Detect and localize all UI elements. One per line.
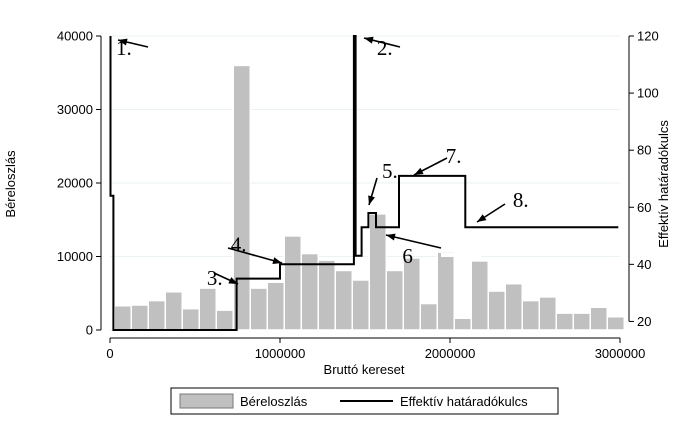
histogram-bar xyxy=(113,304,132,331)
histogram-bar xyxy=(181,307,200,331)
histogram-bar xyxy=(351,279,370,331)
tax-rate-line-path xyxy=(109,35,619,331)
x-tick-label: 0 xyxy=(106,346,113,361)
histogram-bar xyxy=(368,213,387,331)
left-y-tick-label: 20000 xyxy=(57,176,93,191)
histogram-bar xyxy=(470,260,489,331)
histogram-bar xyxy=(521,299,540,331)
annotation-arrowhead xyxy=(364,36,374,44)
x-axis-label: Bruttó kereset xyxy=(324,362,405,377)
histogram-bar xyxy=(487,290,506,331)
histogram-bar xyxy=(538,296,557,331)
legend-label-line: Effektív határadókulcs xyxy=(400,394,528,409)
annotation-label: 7. xyxy=(446,144,462,168)
right-y-tick-label: 40 xyxy=(637,257,651,272)
histogram-bar xyxy=(317,259,336,331)
label-mask xyxy=(441,253,481,257)
histogram-bar xyxy=(283,235,302,331)
right-y-tick-label: 20 xyxy=(637,314,651,329)
annotation-label: 4. xyxy=(231,232,247,256)
x-tick-label: 1000000 xyxy=(255,346,306,361)
axis-ticks: 0 1000000 2000000 3000000 0 10000 20000 30000 40… xyxy=(57,29,659,362)
left-y-tick-label: 40000 xyxy=(57,29,93,44)
left-y-tick-label: 30000 xyxy=(57,102,93,117)
histogram-bar xyxy=(232,64,251,331)
x-tick-label: 3000000 xyxy=(595,346,646,361)
left-y-tick-label: 0 xyxy=(86,323,93,338)
legend: Béreloszlás Effektív határadókulcs xyxy=(170,387,559,415)
annotation-arrowhead xyxy=(414,167,424,175)
histogram-bar xyxy=(198,287,217,331)
left-y-axis-label: Béreloszlás xyxy=(3,150,18,218)
annotation-arrow xyxy=(227,247,283,264)
annotation-label: 6 xyxy=(402,244,413,268)
right-y-tick-label: 60 xyxy=(637,200,651,215)
histogram-bar xyxy=(589,306,608,331)
histogram-bar xyxy=(555,312,574,331)
annotation-label: 8. xyxy=(513,188,529,212)
right-y-tick-label: 120 xyxy=(637,29,659,44)
annotation-arrowhead xyxy=(118,38,128,46)
tax-rate-line xyxy=(109,35,619,331)
left-y-tick-label: 10000 xyxy=(57,249,93,264)
annotation-arrowhead xyxy=(272,257,282,264)
histogram-bar xyxy=(436,251,455,331)
annotation-label: 2. xyxy=(377,36,393,60)
annotation-arrow xyxy=(385,234,442,249)
legend-label-histogram: Béreloszlás xyxy=(240,394,308,409)
histogram-bar xyxy=(147,299,166,331)
right-y-axis-label: Effektív határadókulcs xyxy=(656,120,671,248)
x-tick-label: 2000000 xyxy=(425,346,476,361)
annotation-label: 1. xyxy=(116,36,132,60)
annotation-arrowhead xyxy=(477,214,487,222)
right-y-tick-label: 80 xyxy=(637,143,651,158)
annotation-label: 3. xyxy=(207,266,223,290)
histogram-bar xyxy=(504,282,523,331)
histogram-bar xyxy=(419,302,438,331)
histogram-bar xyxy=(402,257,421,331)
histogram-bar xyxy=(385,269,404,331)
annotation-arrowhead xyxy=(386,233,396,241)
histogram-bar xyxy=(215,309,234,331)
histogram-bar xyxy=(334,269,353,331)
annotations: 1. 2. 3. 4. 5. 6 7. 8. xyxy=(116,36,529,290)
histogram-bar xyxy=(164,291,183,331)
legend-swatch-histogram xyxy=(179,393,234,409)
histogram-bar xyxy=(130,304,149,331)
histogram-bar xyxy=(249,287,268,331)
annotation-label: 5. xyxy=(382,159,398,183)
histogram-bar xyxy=(453,317,472,331)
histogram-bar xyxy=(606,316,625,331)
annotation-arrowhead xyxy=(228,277,238,284)
right-y-tick-label: 100 xyxy=(637,86,659,101)
histogram-bar xyxy=(572,312,591,331)
histogram-bar xyxy=(266,281,285,331)
annotation-arrowhead xyxy=(368,195,375,205)
